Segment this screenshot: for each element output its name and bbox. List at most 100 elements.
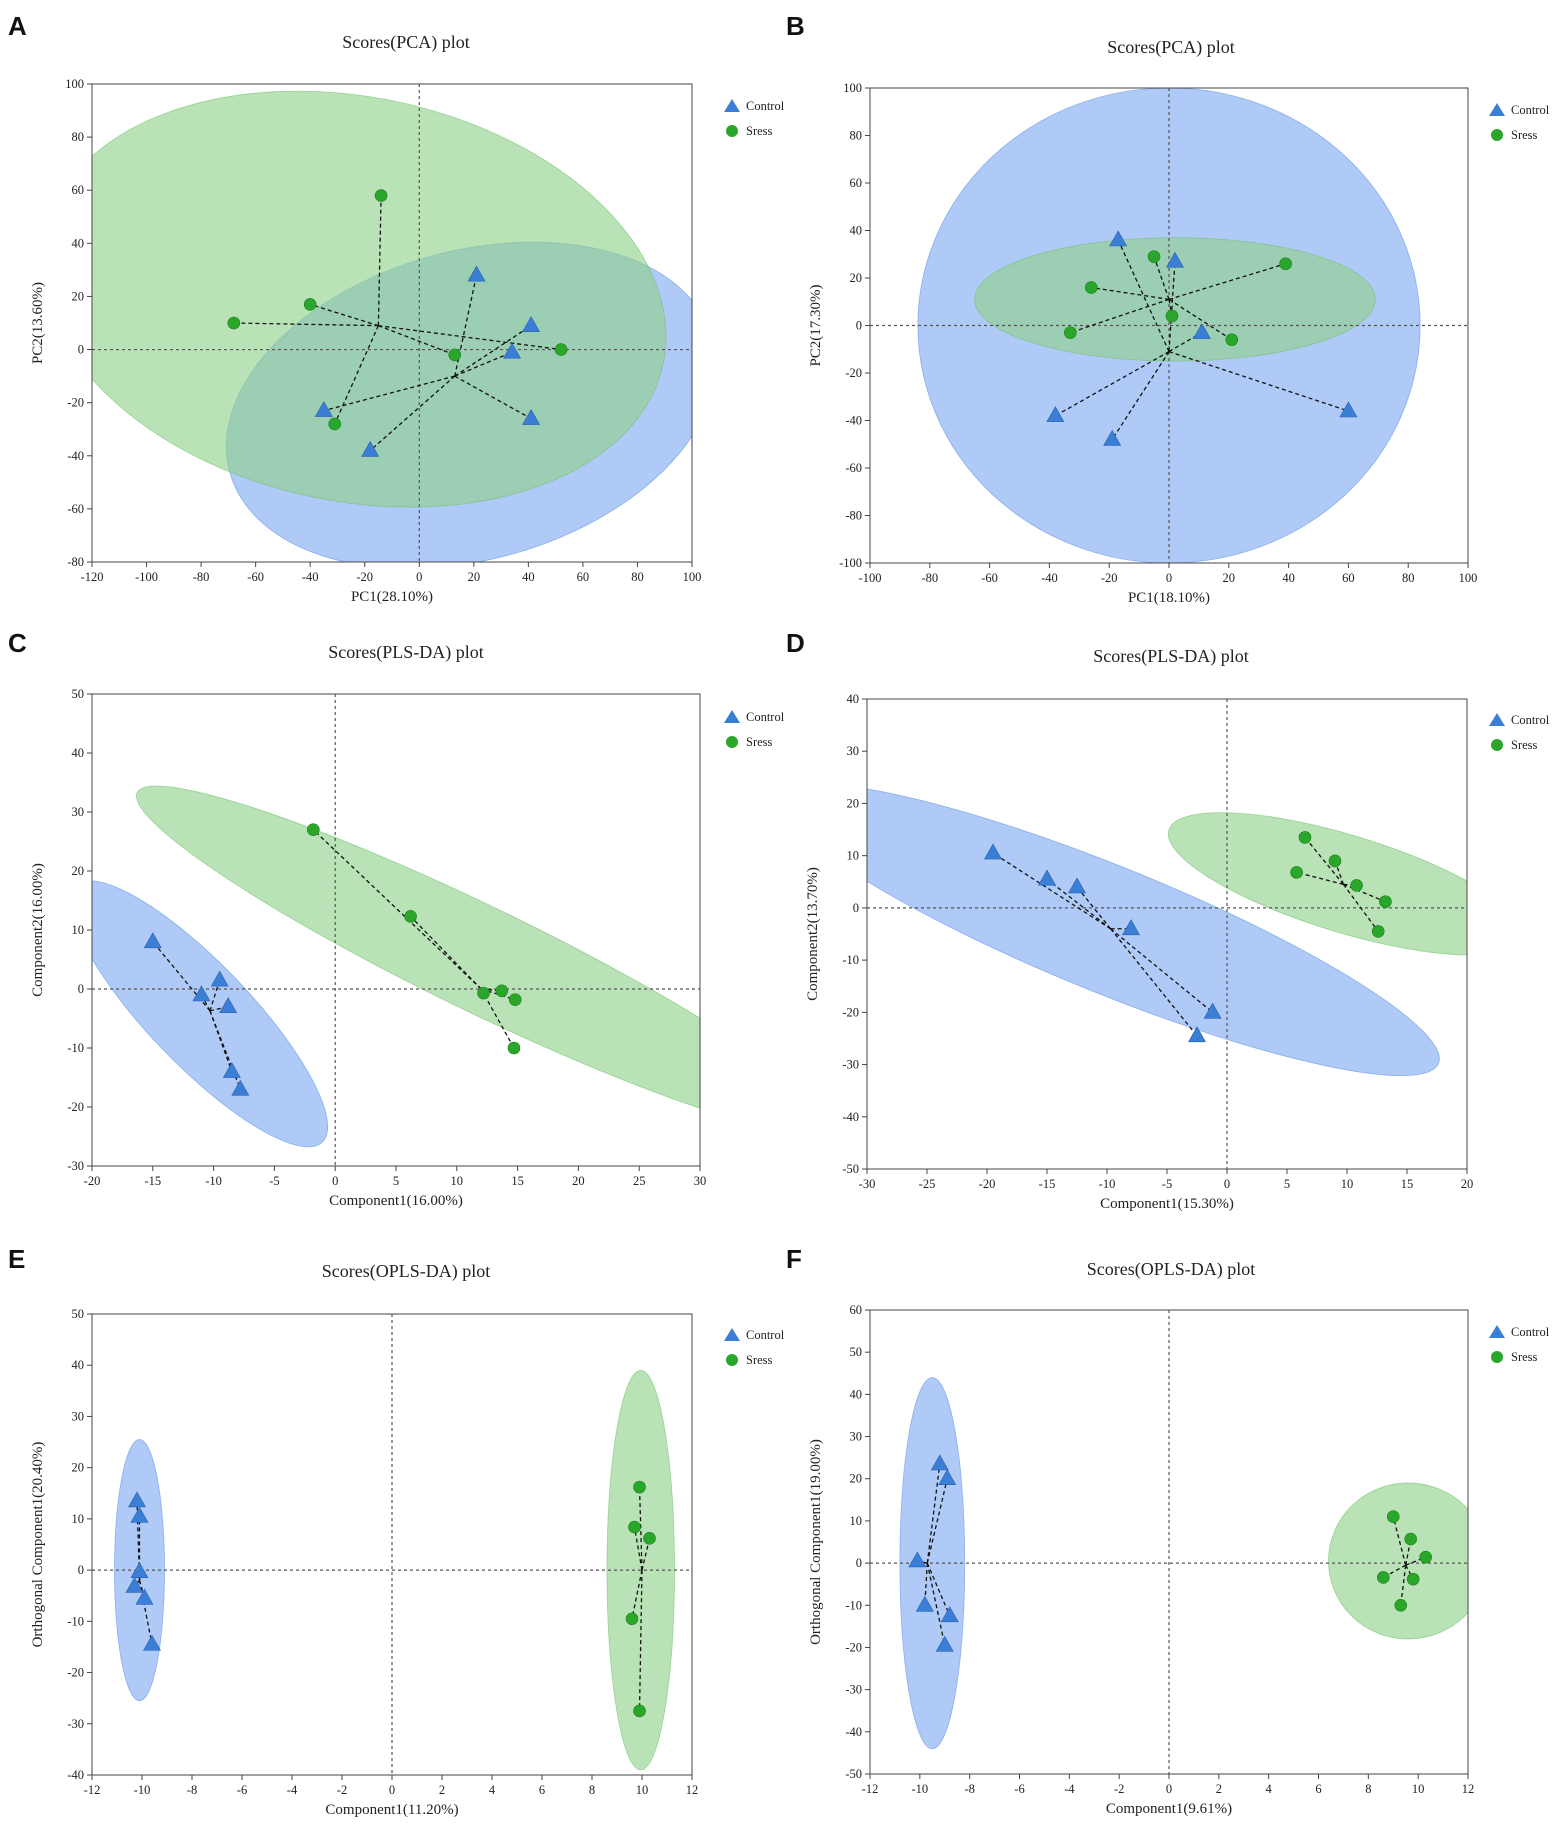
chart-panel-f: F Scores(OPLS-DA) plot-12 -10 -8 -6 -4 -2 0 2 4 6 8…	[786, 1244, 1550, 1817]
panel-letter: C	[8, 628, 27, 658]
control-point	[908, 1551, 927, 1568]
y-tick-label: -40	[67, 449, 84, 463]
control-point	[125, 1576, 144, 1593]
chart-panel-e: E Scores(OPLS-DA) plot-12 -10 -8 -6 -4 -2 0 2 4 6 8…	[8, 1244, 785, 1818]
centroid-link	[454, 375, 532, 420]
control-point	[361, 440, 380, 457]
y-tick-label: 20	[847, 796, 860, 810]
y-tick-label: -50	[845, 1767, 862, 1781]
legend-stress-label: Sress	[1511, 1350, 1538, 1364]
y-tick-label: 40	[850, 224, 863, 238]
stress-point	[1406, 1572, 1420, 1586]
y-tick-label: 0	[78, 1563, 84, 1577]
centroid-link	[633, 1526, 643, 1571]
y-tick-label: 10	[72, 923, 85, 937]
legend-stress-marker	[726, 125, 738, 137]
panel-letter: A	[8, 11, 27, 41]
x-tick-label: 40	[1282, 571, 1295, 585]
centroid-link	[334, 325, 379, 425]
centroid-link	[1168, 298, 1233, 341]
y-tick-label: -30	[67, 1717, 84, 1731]
stress-point	[1147, 250, 1161, 263]
centroid-link	[309, 303, 379, 327]
stress-point	[1376, 1571, 1390, 1584]
chart-title: Scores(PCA) plot	[342, 32, 470, 53]
y-tick-label: -60	[845, 461, 862, 475]
x-tick-label: 0	[416, 570, 422, 584]
y-tick-label: -40	[67, 1768, 84, 1782]
control-point	[938, 1469, 957, 1486]
y-tick-label: 20	[72, 1461, 85, 1475]
x-tick-label: 6	[539, 1783, 545, 1797]
x-tick-label: 10	[636, 1783, 649, 1797]
y-tick-label: 60	[72, 183, 85, 197]
x-tick-label: 20	[468, 570, 481, 584]
x-tick-label: 0	[1224, 1177, 1230, 1191]
centroid-link	[1304, 836, 1344, 885]
stress-point	[507, 1041, 521, 1055]
chart-title: Scores(PLS-DA) plot	[1093, 646, 1249, 667]
y-tick-label: 30	[72, 1409, 85, 1423]
y-tick-label: 20	[72, 864, 85, 878]
stress-ellipse	[92, 90, 667, 508]
y-tick-label: 80	[72, 130, 85, 144]
legend-stress-marker	[1491, 1351, 1503, 1363]
legend-stress-label: Sress	[1511, 128, 1538, 142]
stress-point	[1404, 1532, 1417, 1546]
control-point	[467, 265, 486, 282]
x-axis-label: Component1(16.00%)	[329, 1193, 463, 1209]
stress-point	[1419, 1550, 1432, 1564]
x-tick-label: -40	[302, 570, 319, 584]
centroid-link	[1110, 928, 1214, 1013]
centroid-link	[1168, 263, 1286, 300]
stress-point	[633, 1704, 646, 1718]
control-point	[222, 1061, 241, 1078]
x-tick-label: -4	[1064, 1782, 1075, 1796]
x-tick-label: 12	[686, 1783, 699, 1797]
y-tick-label: -20	[845, 366, 862, 380]
y-tick-label: -100	[839, 556, 862, 570]
x-tick-label: -6	[1014, 1782, 1024, 1796]
control-point	[502, 342, 522, 359]
x-tick-label: -2	[337, 1783, 347, 1797]
x-tick-label: -10	[911, 1782, 928, 1796]
centroid-link	[926, 1463, 941, 1564]
centroid-link	[1091, 286, 1170, 301]
y-tick-label: -10	[67, 1614, 84, 1628]
legend-control-label: Control	[1511, 713, 1550, 727]
x-tick-label: -12	[84, 1783, 101, 1797]
y-tick-label: -40	[845, 414, 862, 428]
x-tick-label: 20	[1223, 571, 1236, 585]
x-tick-label: 2	[439, 1783, 445, 1797]
centroid-link	[454, 351, 513, 377]
centroid-link	[209, 979, 221, 1012]
x-tick-label: 5	[1284, 1177, 1290, 1191]
y-tick-label: -40	[842, 1110, 859, 1124]
x-tick-label: 60	[577, 570, 590, 584]
centroid-link	[1111, 351, 1170, 440]
x-tick-label: -15	[1039, 1177, 1056, 1191]
x-tick-label: -60	[247, 570, 264, 584]
ellipse-layer	[899, 1377, 1468, 1750]
legend-control-marker	[1489, 713, 1505, 726]
x-tick-label: 20	[572, 1174, 585, 1188]
y-tick-label: -30	[842, 1058, 859, 1072]
x-tick-label: 80	[1402, 571, 1415, 585]
x-tick-label: -25	[919, 1177, 936, 1191]
centroid-link	[926, 1562, 946, 1646]
y-tick-label: 40	[72, 746, 85, 760]
legend-control-marker	[1489, 103, 1505, 116]
y-tick-label: 10	[850, 1514, 863, 1528]
stress-point	[374, 189, 388, 202]
y-tick-label: 20	[850, 271, 863, 285]
y-tick-label: 0	[856, 319, 862, 333]
y-tick-label: 40	[847, 692, 860, 706]
y-tick-label: 50	[72, 687, 85, 701]
stress-point	[1350, 879, 1363, 892]
centroid-link	[1342, 884, 1379, 932]
legend-stress-label: Sress	[1511, 738, 1538, 752]
control-point	[522, 316, 541, 332]
y-tick-label: 40	[850, 1387, 863, 1401]
y-axis-label: PC2(13.60%)	[30, 282, 46, 364]
x-tick-label: -120	[81, 570, 104, 584]
